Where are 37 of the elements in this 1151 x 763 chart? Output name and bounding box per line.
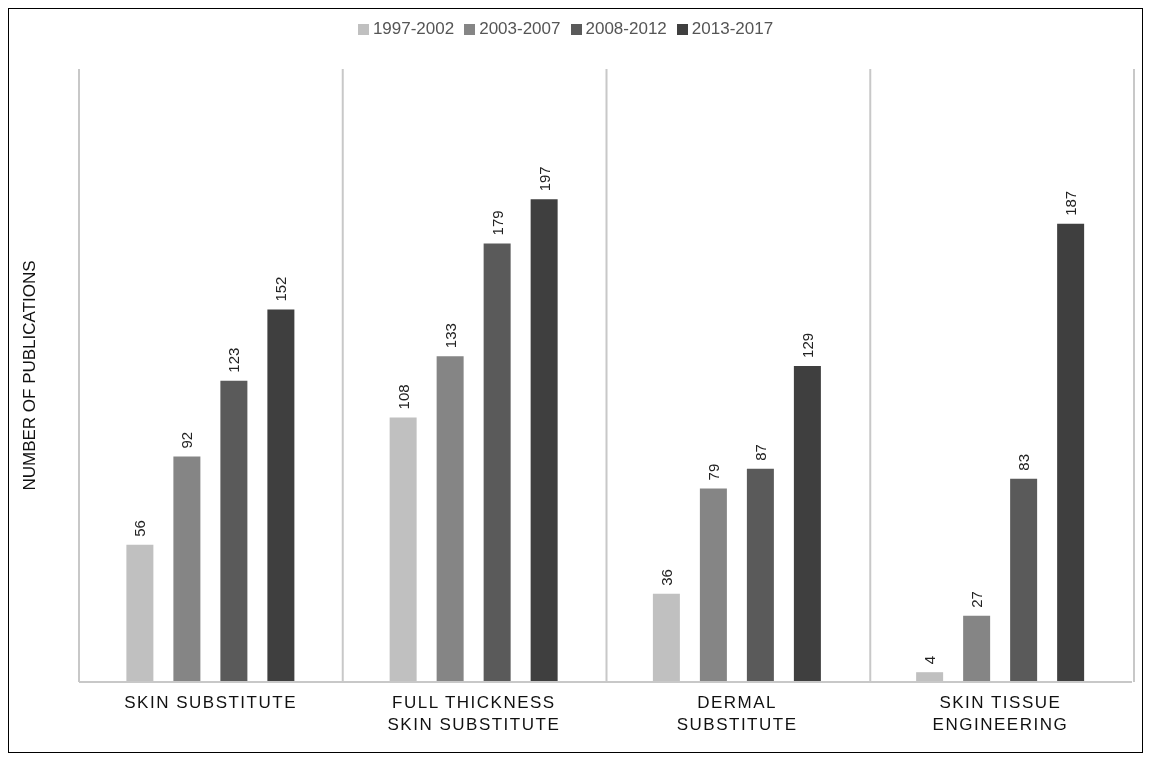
legend-label: 2008-2012 [585, 19, 667, 38]
data-label: 83 [1015, 453, 1033, 471]
data-label: 197 [535, 166, 553, 192]
data-label: 56 [131, 520, 149, 537]
data-label: 108 [394, 384, 412, 410]
data-label: 87 [751, 444, 769, 461]
legend-label: 2013-2017 [691, 19, 774, 38]
bar [220, 380, 248, 682]
bar [173, 456, 201, 682]
data-label: 179 [488, 210, 506, 236]
data-label: 123 [225, 347, 243, 373]
data-label: 187 [1062, 190, 1080, 216]
x-tick-label: SKIN SUBSTITUTE [124, 693, 297, 713]
data-label: 79 [704, 463, 722, 481]
data-label: 152 [272, 276, 290, 302]
data-label: 27 [968, 591, 986, 608]
data-label: 92 [178, 431, 196, 449]
bar [483, 243, 511, 682]
x-tick-label: DERMAL SUBSTITUTE [676, 693, 798, 735]
bar [436, 356, 464, 682]
data-label: 36 [657, 569, 675, 586]
bar [699, 488, 727, 682]
legend-label: 2003-2007 [479, 19, 561, 38]
bar [1010, 478, 1038, 682]
bar [963, 615, 991, 682]
data-label: 4 [921, 655, 939, 665]
legend-label: 1997-2002 [372, 19, 455, 38]
data-label: 129 [798, 332, 816, 358]
bar [746, 468, 774, 682]
bar [267, 309, 295, 682]
x-tick-label: SKIN TISSUE ENGINEERING [932, 693, 1069, 735]
bar [1057, 223, 1085, 682]
bar [793, 365, 821, 682]
data-label: 133 [441, 323, 459, 349]
bar [530, 199, 558, 682]
x-tick-label: FULL THICKNESS SKIN SUBSTITUTE [387, 693, 561, 735]
y-axis-title: NUMBER OF PUBLICATIONS [20, 260, 40, 491]
